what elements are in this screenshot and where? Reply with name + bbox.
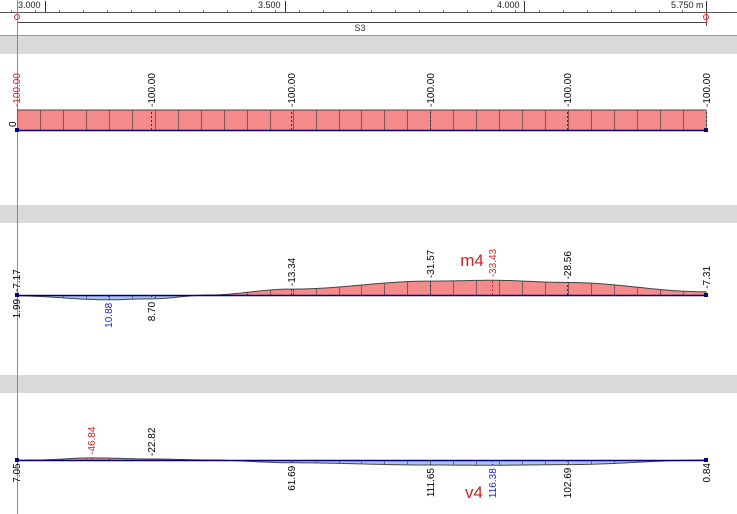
member-label: S3 <box>354 23 365 33</box>
shear-value-label: -46.84 <box>87 426 98 455</box>
moment-value-label: -28.56 <box>563 251 574 280</box>
moment-diagram-name: m4 <box>460 251 484 270</box>
ruler-tick-label: 3.500 <box>258 0 281 10</box>
axial-value-label: -100.00 <box>287 73 298 107</box>
axial-start-label: 0 <box>8 121 19 127</box>
shear-start-node[interactable] <box>15 458 19 462</box>
shear-outline <box>16 457 706 466</box>
axial-value-label: -100.00 <box>12 73 23 107</box>
shear-value-label: 102.69 <box>563 467 574 498</box>
moment-value-label: -13.34 <box>287 257 298 286</box>
axial-value-label: -100.00 <box>563 73 574 107</box>
moment-value-label: 8.70 <box>147 301 158 321</box>
section-separator-2 <box>0 205 737 223</box>
shear-diagram-name: v4 <box>465 483 483 502</box>
axial-value-label: -100.00 <box>147 73 158 107</box>
shear-value-label: 116.38 <box>488 468 499 498</box>
member-strip <box>0 13 737 35</box>
moment-diagram: -7.17 1.99 10.88 8.70 -13.34 -31.57 -33.43 -28.… <box>12 248 713 327</box>
shear-value-label: 0.84 <box>702 463 713 483</box>
shear-diagram: 7.05 -46.84 -22.82 61.69 111.65 116.38 102.69 0… <box>12 426 713 502</box>
ruler-tick-label: 5.750 m <box>671 0 704 10</box>
shear-value-label: 111.65 <box>426 468 437 498</box>
ruler-tick-label: 4.000 <box>497 0 520 10</box>
shear-value-label: 7.05 <box>12 463 23 483</box>
moment-value-label: -31.57 <box>426 249 437 278</box>
axial-start-node[interactable] <box>15 128 19 132</box>
axial-diagram: -100.00 -100.00 -100.00 -100.00 -100.00 -100.… <box>8 73 713 132</box>
moment-value-label: -33.43 <box>488 248 499 277</box>
moment-value-label: 1.99 <box>12 298 23 318</box>
moment-value-label: -7.17 <box>12 269 23 292</box>
moment-value-label: 10.88 <box>104 302 115 327</box>
moment-start-node[interactable] <box>15 293 19 297</box>
section-separator-1 <box>0 36 737 54</box>
ruler-tick-label: 3.000 <box>18 0 41 10</box>
moment-outline <box>16 279 707 301</box>
axial-value-label: -100.00 <box>702 73 713 107</box>
section-separator-3 <box>0 375 737 393</box>
axial-value-label: -100.00 <box>426 73 437 107</box>
moment-value-label: -7.31 <box>702 266 713 289</box>
shear-value-label: 61.69 <box>287 465 298 490</box>
ruler-bg <box>0 0 737 12</box>
shear-value-label: -22.82 <box>147 427 158 456</box>
